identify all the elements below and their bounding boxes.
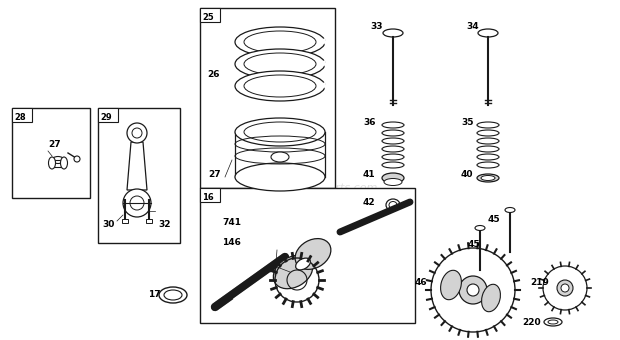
Text: 741: 741 bbox=[222, 218, 241, 227]
Ellipse shape bbox=[164, 290, 182, 300]
Ellipse shape bbox=[61, 157, 68, 169]
Ellipse shape bbox=[52, 156, 64, 164]
Ellipse shape bbox=[477, 174, 499, 182]
Bar bbox=[200, 188, 220, 202]
Bar bbox=[200, 8, 220, 22]
Ellipse shape bbox=[244, 75, 316, 97]
Text: 46: 46 bbox=[415, 278, 428, 287]
Bar bbox=[200, 8, 335, 188]
Text: 220: 220 bbox=[522, 318, 541, 327]
Ellipse shape bbox=[441, 270, 461, 300]
Ellipse shape bbox=[475, 225, 485, 231]
Text: 16: 16 bbox=[202, 193, 214, 202]
Ellipse shape bbox=[384, 178, 402, 186]
Text: 27: 27 bbox=[48, 140, 61, 149]
Ellipse shape bbox=[244, 53, 316, 75]
Text: 45: 45 bbox=[488, 215, 500, 224]
Ellipse shape bbox=[159, 287, 187, 303]
Ellipse shape bbox=[295, 239, 331, 269]
Text: 42: 42 bbox=[363, 198, 376, 207]
Circle shape bbox=[467, 284, 479, 296]
Text: 34: 34 bbox=[466, 22, 479, 31]
Ellipse shape bbox=[481, 175, 495, 181]
Ellipse shape bbox=[235, 49, 325, 79]
Ellipse shape bbox=[235, 163, 325, 191]
Text: 219: 219 bbox=[530, 278, 549, 287]
Bar bbox=[146, 219, 152, 223]
Text: 17: 17 bbox=[148, 290, 161, 299]
Ellipse shape bbox=[235, 71, 325, 101]
Text: 25: 25 bbox=[202, 13, 214, 22]
Text: 146: 146 bbox=[222, 238, 241, 247]
Polygon shape bbox=[127, 142, 147, 190]
Ellipse shape bbox=[505, 207, 515, 212]
Text: 33: 33 bbox=[370, 22, 383, 31]
Text: 35: 35 bbox=[461, 118, 474, 127]
Text: 36: 36 bbox=[363, 118, 376, 127]
Circle shape bbox=[132, 128, 142, 138]
Bar bbox=[98, 108, 118, 122]
Text: 28: 28 bbox=[14, 113, 25, 122]
Ellipse shape bbox=[296, 258, 311, 270]
Circle shape bbox=[459, 276, 487, 304]
Ellipse shape bbox=[235, 27, 325, 57]
Bar bbox=[122, 219, 128, 223]
Text: 41: 41 bbox=[363, 170, 376, 179]
Circle shape bbox=[127, 123, 147, 143]
Text: eReplacementParts.com: eReplacementParts.com bbox=[242, 183, 378, 193]
Ellipse shape bbox=[235, 118, 325, 146]
Circle shape bbox=[561, 284, 569, 292]
Text: 45: 45 bbox=[468, 240, 481, 249]
Bar bbox=[200, 188, 415, 323]
Ellipse shape bbox=[273, 255, 312, 289]
Text: 32: 32 bbox=[158, 220, 170, 229]
Ellipse shape bbox=[244, 31, 316, 53]
Text: 40: 40 bbox=[461, 170, 474, 179]
Ellipse shape bbox=[383, 29, 403, 37]
Bar bbox=[12, 108, 90, 198]
Circle shape bbox=[123, 189, 151, 217]
Circle shape bbox=[543, 266, 587, 310]
Ellipse shape bbox=[478, 29, 498, 37]
Text: 27: 27 bbox=[208, 170, 221, 179]
Bar bbox=[12, 108, 32, 122]
Circle shape bbox=[557, 280, 573, 296]
Circle shape bbox=[130, 196, 144, 210]
Ellipse shape bbox=[48, 157, 56, 169]
Circle shape bbox=[74, 156, 80, 162]
Text: 30: 30 bbox=[102, 220, 114, 229]
Ellipse shape bbox=[271, 152, 289, 162]
Text: 29: 29 bbox=[100, 113, 112, 122]
Ellipse shape bbox=[482, 284, 500, 312]
Bar bbox=[98, 108, 180, 243]
Ellipse shape bbox=[382, 173, 404, 183]
Circle shape bbox=[431, 248, 515, 332]
Text: 26: 26 bbox=[207, 70, 219, 79]
